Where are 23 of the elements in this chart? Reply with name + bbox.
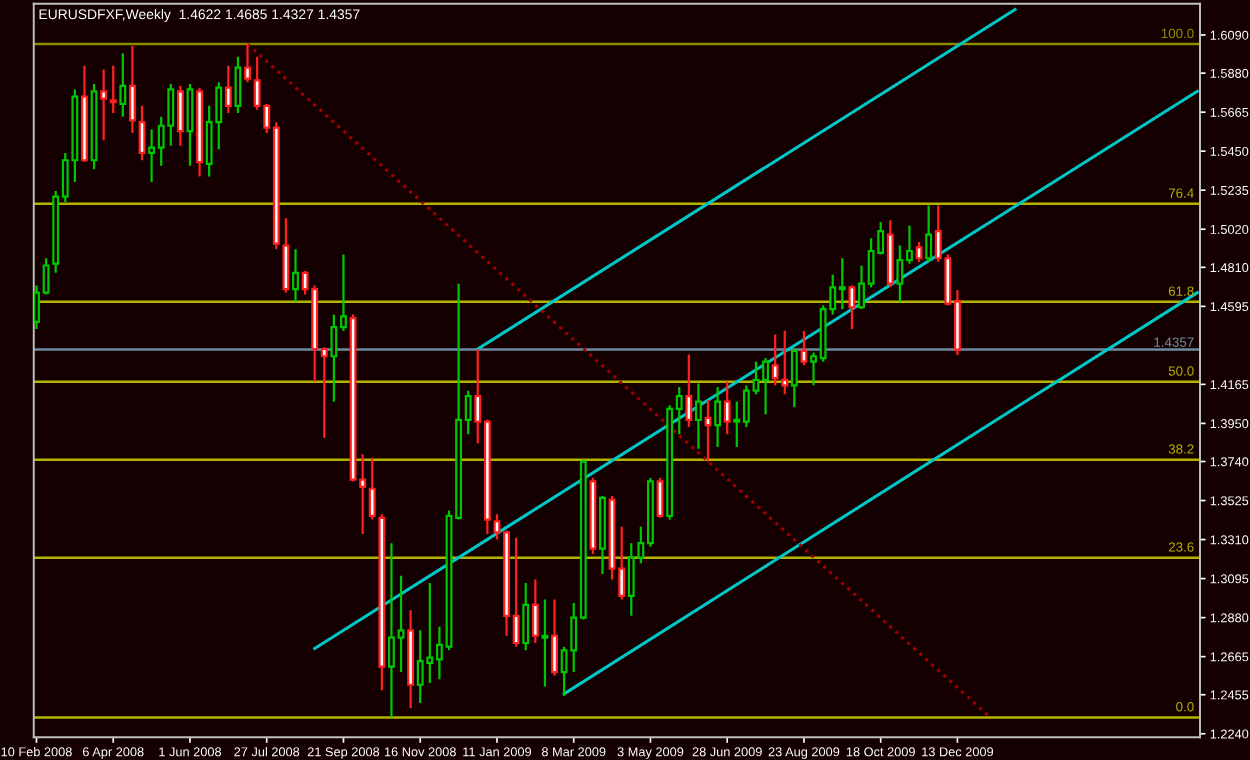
candlestick [292, 248, 299, 303]
candlestick [915, 240, 923, 263]
candlestick [541, 598, 549, 688]
candlestick [368, 456, 376, 521]
candlestick [925, 204, 933, 263]
candlestick [723, 380, 731, 436]
candlestick [790, 347, 798, 409]
candlestick [685, 353, 693, 429]
candlestick [781, 329, 789, 396]
candlestick [531, 578, 539, 645]
candlestick [656, 476, 664, 519]
candlestick [551, 598, 558, 677]
candlestick [771, 333, 779, 387]
candlestick [176, 84, 184, 147]
candlestick [128, 44, 136, 135]
candlestick [119, 52, 127, 118]
candlestick [522, 582, 530, 652]
candlestick [800, 329, 808, 367]
candlestick [224, 64, 232, 115]
candlestick [848, 284, 856, 331]
candlestick [704, 398, 712, 463]
candlestick [694, 382, 702, 450]
candlestick [714, 386, 722, 449]
